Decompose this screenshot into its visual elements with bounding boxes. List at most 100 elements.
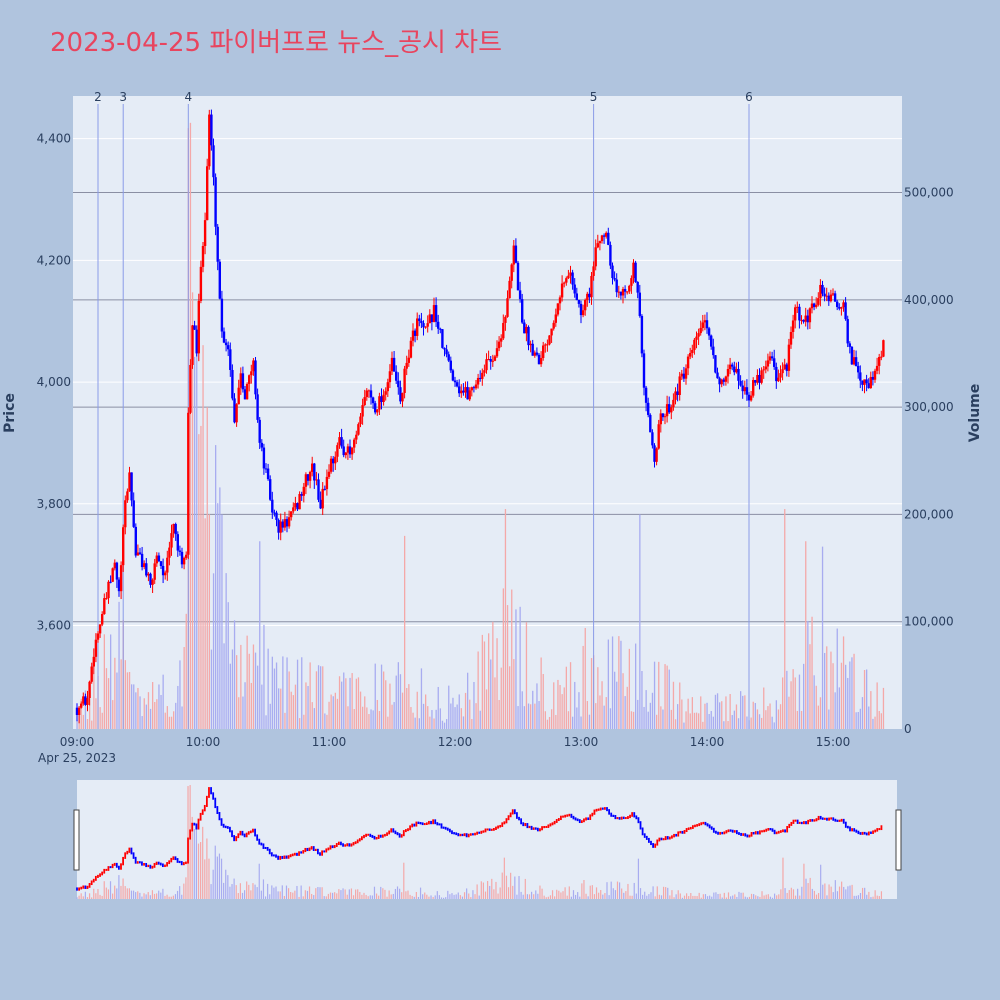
volume-bar — [173, 711, 175, 729]
mini-volume-bar — [246, 881, 248, 899]
candle-body — [308, 471, 312, 481]
volume-bar — [803, 663, 805, 729]
volume-bar — [727, 721, 729, 729]
candle-body — [128, 472, 131, 492]
candle-body — [825, 295, 828, 297]
volume-bar — [315, 671, 318, 729]
mini-volume-bar — [799, 895, 801, 899]
mini-volume-bar — [461, 896, 464, 899]
volume-bar — [269, 703, 271, 729]
candle-body — [348, 446, 352, 455]
candle-body — [439, 328, 442, 330]
volume-bar — [179, 660, 181, 729]
candle-body — [262, 447, 266, 469]
candle-body — [313, 463, 316, 481]
volume-bar — [368, 714, 370, 729]
volume-bar — [101, 712, 103, 729]
volume-bar — [345, 678, 347, 729]
candle-body — [98, 624, 102, 634]
candle-body — [241, 373, 245, 390]
volume-bar — [160, 694, 162, 729]
range-slider-handle-right[interactable] — [895, 809, 902, 871]
mini-volume-bar — [189, 785, 191, 899]
volume-bar — [303, 714, 305, 729]
candle-body — [107, 581, 110, 599]
candle-body — [418, 318, 421, 321]
mini-volume-bar — [618, 882, 621, 899]
time-axis-ticks: 09:00 10:00 11:00 12:00 13:00 14:00 15:00 — [60, 735, 851, 749]
volume-bar — [714, 694, 717, 729]
candle-body — [264, 468, 268, 470]
candle-body — [306, 474, 310, 481]
candle-body — [758, 374, 761, 383]
mini-volume-bar — [158, 890, 160, 899]
candle-body — [292, 507, 295, 512]
candle-body — [445, 349, 448, 355]
candle-body — [130, 472, 133, 501]
volume-bar — [307, 685, 309, 729]
volume-bar — [855, 712, 857, 729]
mini-volume-bar — [229, 886, 231, 899]
mini-volume-bar — [750, 893, 753, 899]
mini-volume-bar — [135, 892, 137, 899]
mini-volume-bar — [794, 895, 797, 899]
candle-body — [497, 341, 501, 349]
mini-volume-bar — [407, 890, 409, 899]
mini-volume-bar — [243, 890, 246, 899]
volume-bar — [590, 658, 593, 729]
time-tick-label: 15:00 — [816, 735, 851, 749]
volume-bar — [769, 703, 771, 729]
volume-bar — [504, 509, 507, 729]
mini-volume-bar — [426, 894, 428, 899]
volume-bar — [467, 672, 469, 729]
mini-volume-bar — [830, 886, 832, 899]
candle-body — [737, 368, 740, 381]
mini-volume-bar — [369, 895, 371, 899]
candle-body — [353, 439, 356, 448]
mini-volume-bar — [269, 894, 271, 899]
candle-body — [157, 555, 161, 562]
candle-body — [222, 331, 226, 343]
candle-body — [495, 348, 499, 357]
candle-body — [397, 380, 400, 388]
volume-bar — [653, 661, 656, 729]
candle-body — [718, 378, 721, 385]
mini-volume-bar — [505, 875, 508, 899]
mini-volume-bar — [340, 890, 342, 899]
candle-body — [220, 298, 224, 332]
mini-volume-bar — [166, 894, 168, 899]
candle-body — [739, 380, 742, 386]
mini-volume-bar — [713, 892, 715, 899]
mini-volume-bar — [585, 893, 587, 899]
volume-bar — [563, 687, 565, 729]
candle-body — [325, 476, 329, 490]
mini-volume-bar — [300, 885, 302, 899]
candle-body — [749, 395, 753, 401]
candle-body — [682, 373, 686, 379]
candle-body — [815, 304, 818, 307]
volume-bar — [448, 685, 450, 729]
volume-bar — [288, 671, 290, 729]
candle-body — [140, 553, 144, 568]
volume-bar — [719, 702, 721, 729]
candle-body — [808, 308, 812, 323]
volume-bar — [876, 682, 878, 729]
volume-bar — [819, 697, 822, 729]
volume-bar — [815, 685, 817, 729]
range-slider-handle-left[interactable] — [73, 809, 80, 871]
volume-bar — [196, 353, 198, 729]
mini-volume-bar — [225, 869, 227, 899]
candle-body — [552, 322, 555, 329]
mini-volume-bar — [359, 891, 361, 899]
volume-bar — [317, 665, 320, 729]
volume-bar — [221, 514, 223, 729]
volume-bar — [586, 701, 588, 729]
mini-volume-bar — [721, 897, 723, 899]
volume-bar — [668, 669, 670, 729]
mini-volume-bar — [811, 888, 813, 899]
mini-volume-bar — [436, 891, 438, 899]
candle-body — [392, 357, 396, 372]
mini-volume-bar — [857, 895, 859, 899]
volume-bar — [464, 692, 467, 729]
volume-bar — [208, 514, 210, 729]
